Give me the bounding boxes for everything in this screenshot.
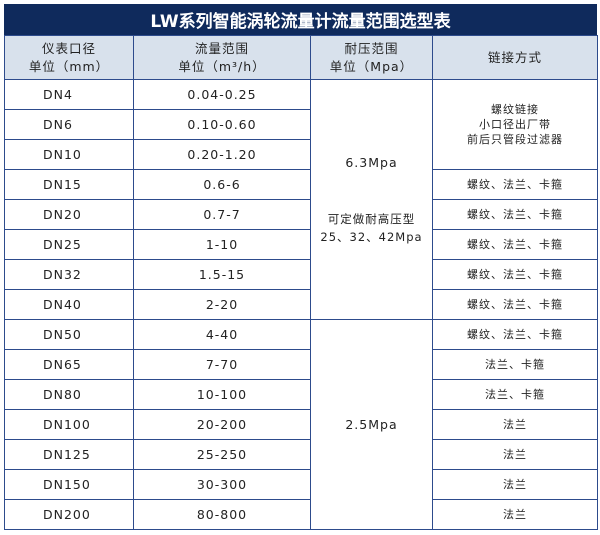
diameter-cell: DN15 bbox=[4, 169, 134, 200]
table-row: DN125 25-250 法兰 bbox=[4, 439, 598, 470]
flow-cell: 7-70 bbox=[133, 349, 311, 380]
table-row: DN40 2-20 螺纹、法兰、卡箍 bbox=[4, 289, 598, 320]
table-row: DN80 10-100 法兰、卡箍 bbox=[4, 379, 598, 410]
header-text: 流量范围 bbox=[194, 40, 249, 56]
connection-cell: 法兰 bbox=[432, 499, 598, 530]
diameter-cell: DN32 bbox=[4, 259, 134, 290]
flow-cell: 2-20 bbox=[133, 289, 311, 320]
header-connection: 链接方式 bbox=[432, 35, 598, 80]
connection-cell: 法兰、卡箍 bbox=[432, 349, 598, 380]
header-text: 耐压范围 bbox=[344, 40, 399, 56]
connection-cell: 螺纹、法兰、卡箍 bbox=[432, 169, 598, 200]
table-row: DN150 30-300 法兰 bbox=[4, 469, 598, 500]
header-unit: 单位（Mpa） bbox=[329, 58, 414, 74]
diameter-cell: DN150 bbox=[4, 469, 134, 500]
header-unit: 单位（m³/h） bbox=[178, 58, 266, 74]
header-diameter: 仪表口径单位（mm） bbox=[4, 35, 134, 80]
pressure-note: 可定做耐高压型 bbox=[327, 211, 416, 226]
flow-cell: 0.20-1.20 bbox=[133, 139, 311, 170]
table-row: DN50 4-40 2.5Mpa 螺纹、法兰、卡箍 bbox=[4, 319, 598, 530]
flow-cell: 0.6-6 bbox=[133, 169, 311, 200]
header-text: 仪表口径 bbox=[41, 40, 96, 56]
flow-cell: 10-100 bbox=[133, 379, 311, 410]
diameter-cell: DN25 bbox=[4, 229, 134, 260]
flow-cell: 4-40 bbox=[133, 319, 311, 350]
connection-text: 前后只管段过滤器 bbox=[467, 133, 563, 146]
connection-text: 螺纹链接 bbox=[491, 103, 539, 116]
diameter-cell: DN10 bbox=[4, 139, 134, 170]
table-row: DN4 0.04-0.25 6.3Mpa 可定做耐高压型 25、32、42Mpa 螺纹链接… bbox=[4, 79, 598, 320]
pressure-value: 6.3Mpa bbox=[345, 154, 398, 170]
header-flow: 流量范围单位（m³/h） bbox=[133, 35, 311, 80]
flow-cell: 1-10 bbox=[133, 229, 311, 260]
connection-cell: 法兰 bbox=[432, 409, 598, 440]
table-row: DN200 80-800 法兰 bbox=[4, 499, 598, 530]
table-row: DN32 1.5-15 螺纹、法兰、卡箍 bbox=[4, 259, 598, 290]
flow-cell: 20-200 bbox=[133, 409, 311, 440]
connection-cell: 螺纹链接小口径出厂带 前后只管段过滤器 bbox=[432, 79, 598, 170]
table-row: DN65 7-70 法兰、卡箍 bbox=[4, 349, 598, 380]
connection-cell: 螺纹、法兰、卡箍 bbox=[432, 319, 598, 350]
connection-cell: 法兰 bbox=[432, 469, 598, 500]
selection-table-container: LW系列智能涡轮流量计流量范围选型表 仪表口径单位（mm） 流量范围单位（m³/… bbox=[4, 4, 598, 530]
header-row: 仪表口径单位（mm） 流量范围单位（m³/h） 耐压范围单位（Mpa） 链接方式 bbox=[4, 35, 598, 80]
connection-cell: 螺纹、法兰、卡箍 bbox=[432, 259, 598, 290]
flow-cell: 0.04-0.25 bbox=[133, 79, 311, 110]
table-row: DN6 0.10-0.60 bbox=[4, 109, 598, 140]
table-row: DN100 20-200 法兰 bbox=[4, 409, 598, 440]
diameter-cell: DN200 bbox=[4, 499, 134, 530]
diameter-cell: DN80 bbox=[4, 379, 134, 410]
flow-cell: 1.5-15 bbox=[133, 259, 311, 290]
header-unit: 单位（mm） bbox=[28, 58, 110, 74]
connection-cell: 螺纹、法兰、卡箍 bbox=[432, 199, 598, 230]
diameter-cell: DN40 bbox=[4, 289, 134, 320]
diameter-cell: DN20 bbox=[4, 199, 134, 230]
flow-cell: 30-300 bbox=[133, 469, 311, 500]
connection-cell: 法兰、卡箍 bbox=[432, 379, 598, 410]
diameter-cell: DN65 bbox=[4, 349, 134, 380]
table-row: DN25 1-10 螺纹、法兰、卡箍 bbox=[4, 229, 598, 260]
pressure-cell-low: 2.5Mpa bbox=[310, 319, 433, 530]
connection-cell: 螺纹、法兰、卡箍 bbox=[432, 289, 598, 320]
diameter-cell: DN100 bbox=[4, 409, 134, 440]
table-row: DN20 0.7-7 螺纹、法兰、卡箍 bbox=[4, 199, 598, 230]
table-title: LW系列智能涡轮流量计流量范围选型表 bbox=[4, 4, 597, 35]
diameter-cell: DN125 bbox=[4, 439, 134, 470]
table-row: DN10 0.20-1.20 bbox=[4, 139, 598, 170]
connection-cell: 螺纹、法兰、卡箍 bbox=[432, 229, 598, 260]
pressure-note: 25、32、42Mpa bbox=[320, 229, 423, 244]
flow-cell: 80-800 bbox=[133, 499, 311, 530]
diameter-cell: DN6 bbox=[4, 109, 134, 140]
diameter-cell: DN50 bbox=[4, 319, 134, 350]
table-row: DN15 0.6-6 螺纹、法兰、卡箍 bbox=[4, 169, 598, 200]
pressure-cell-high: 6.3Mpa 可定做耐高压型 25、32、42Mpa bbox=[310, 79, 433, 320]
selection-table: 仪表口径单位（mm） 流量范围单位（m³/h） 耐压范围单位（Mpa） 链接方式… bbox=[4, 35, 598, 530]
flow-cell: 25-250 bbox=[133, 439, 311, 470]
diameter-cell: DN4 bbox=[4, 79, 134, 110]
header-pressure: 耐压范围单位（Mpa） bbox=[310, 35, 433, 80]
connection-text: 小口径出厂带 bbox=[479, 118, 551, 131]
flow-cell: 0.7-7 bbox=[133, 199, 311, 230]
connection-cell: 法兰 bbox=[432, 439, 598, 470]
flow-cell: 0.10-0.60 bbox=[133, 109, 311, 140]
